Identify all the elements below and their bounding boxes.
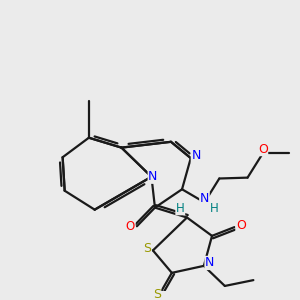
Text: O: O bbox=[236, 219, 246, 232]
Text: S: S bbox=[143, 242, 151, 256]
Text: H: H bbox=[176, 202, 185, 215]
Text: S: S bbox=[153, 288, 161, 300]
Text: N: N bbox=[200, 192, 209, 206]
Text: N: N bbox=[191, 149, 201, 162]
Text: N: N bbox=[205, 256, 214, 269]
Text: O: O bbox=[258, 142, 268, 156]
Text: H: H bbox=[210, 202, 218, 215]
Text: O: O bbox=[126, 220, 135, 233]
Text: N: N bbox=[148, 170, 158, 183]
